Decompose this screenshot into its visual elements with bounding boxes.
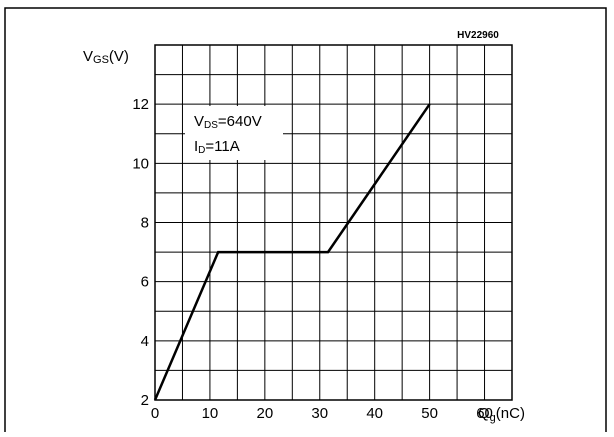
y-tick-label: 4 <box>141 333 149 350</box>
x-axis-symbol: Q <box>478 405 490 422</box>
x-tick-label: 20 <box>257 405 274 422</box>
y-tick-label: 6 <box>141 274 149 291</box>
x-tick-label: 50 <box>421 405 438 422</box>
x-axis-unit: (nC) <box>496 405 525 422</box>
annotation-id: ID=11A <box>194 138 240 156</box>
y-axis-unit: (V) <box>109 48 129 65</box>
outer-frame <box>4 7 607 437</box>
chart-code-label: HV22960 <box>457 30 499 41</box>
x-tick-label: 40 <box>366 405 383 422</box>
y-tick-label: 10 <box>132 155 149 172</box>
condition-annotation: VDS=640V ID=11A <box>185 106 283 160</box>
plot-border <box>154 44 513 401</box>
x-axis-subscript: g <box>490 412 496 424</box>
x-axis-title: Qg(nC) <box>478 405 525 424</box>
tick-labels: 0 10 20 30 40 50 60 2 4 6 8 10 12 <box>132 96 493 422</box>
y-tick-label: 12 <box>132 96 149 113</box>
annotation-vds: VDS=640V <box>194 113 262 131</box>
y-axis-subscript: GS <box>93 54 109 66</box>
series-layer <box>153 103 431 401</box>
vgs-curve <box>153 103 431 401</box>
y-axis-title: VGS(V) <box>83 48 129 66</box>
grid <box>155 45 512 400</box>
x-tick-label: 0 <box>151 405 159 422</box>
annotation-box <box>185 106 283 160</box>
x-tick-label: 10 <box>202 405 219 422</box>
y-axis-symbol: V <box>83 48 93 65</box>
y-tick-label: 2 <box>141 392 149 409</box>
x-tick-label: 60 <box>476 405 493 422</box>
y-tick-label: 8 <box>141 215 149 232</box>
x-tick-label: 30 <box>311 405 328 422</box>
